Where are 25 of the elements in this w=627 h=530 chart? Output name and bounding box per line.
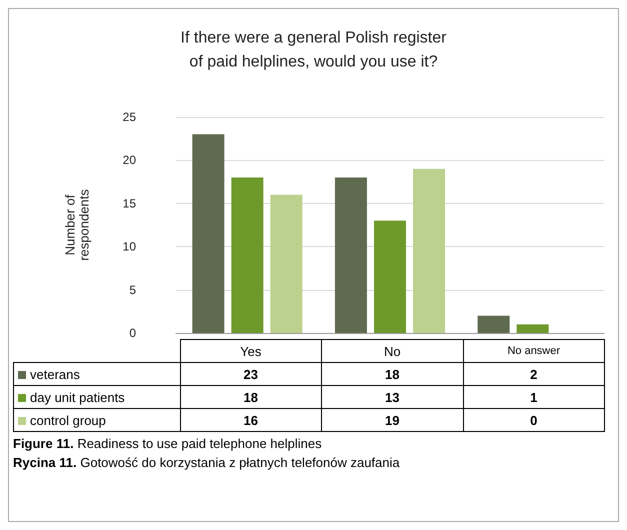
y-axis-title: Number of respondents: [62, 188, 92, 261]
data-label: 1: [463, 386, 604, 408]
caption: Figure 11. Readiness to use paid telephone helplines: [13, 435, 323, 453]
legend-label: control group: [14, 408, 180, 432]
data-label: 0: [463, 408, 604, 432]
y-tick-label: 25: [122, 110, 136, 124]
legend-label: veterans: [14, 362, 180, 386]
data-label: 16: [180, 408, 322, 432]
x-tick-label: Yes: [180, 340, 322, 362]
legend-label: day unit patients: [14, 386, 180, 408]
y-tick-label: 0: [129, 326, 136, 340]
data-label: 23: [180, 362, 322, 386]
y-tick-label: 20: [122, 153, 136, 168]
data-label: 19: [322, 408, 463, 432]
data-label: 18: [322, 362, 463, 386]
y-tick-label: 15: [122, 196, 136, 210]
x-tick-label: No: [322, 340, 463, 362]
text: Rycina 11. Gotowość do korzystania z płatnych telefonów zaufania: [13, 454, 401, 472]
data-label: 2: [463, 362, 604, 386]
y-tick-label: 5: [129, 282, 136, 297]
data-label: 18: [180, 386, 322, 408]
x-tick-label: No answer: [463, 340, 604, 362]
chart-title: If there were a general Polish register of paid helplines, would you use it?: [180, 30, 448, 70]
data-label: 13: [322, 386, 463, 408]
y-tick-label: 10: [122, 240, 136, 254]
